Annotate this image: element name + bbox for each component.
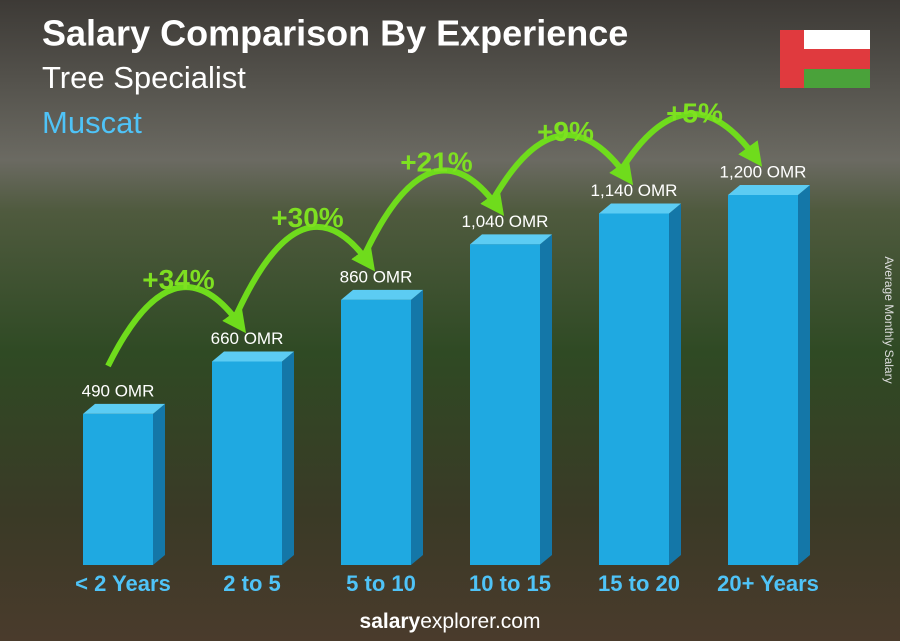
bar-side bbox=[282, 351, 294, 565]
bar-front bbox=[470, 244, 540, 566]
bar-side bbox=[540, 234, 552, 566]
bar-top bbox=[341, 289, 423, 300]
x-tick-label: 5 to 10 bbox=[346, 571, 416, 596]
bar-front bbox=[728, 195, 798, 565]
bar-side bbox=[669, 203, 681, 565]
growth-label: +34% bbox=[142, 264, 214, 295]
growth-arrow bbox=[492, 132, 634, 198]
footer-brand: salary bbox=[360, 610, 421, 633]
bar-top bbox=[83, 403, 165, 414]
subtitle: Tree Specialist bbox=[42, 60, 246, 95]
bar bbox=[599, 203, 681, 565]
value-label: 860 OMR bbox=[340, 267, 413, 286]
bar-side bbox=[411, 289, 423, 565]
bar bbox=[341, 289, 423, 565]
value-label: 1,140 OMR bbox=[591, 181, 678, 200]
footer: salaryexplorer.com bbox=[360, 610, 541, 633]
bar-top bbox=[470, 234, 552, 245]
growth-arrow bbox=[105, 284, 247, 368]
growth-label: +30% bbox=[271, 202, 343, 233]
bar-front bbox=[341, 299, 411, 565]
y-axis-label: Average Monthly Salary bbox=[882, 256, 896, 383]
bar-front bbox=[599, 213, 669, 565]
growth-arrow bbox=[234, 223, 376, 315]
bar-top bbox=[599, 203, 681, 214]
x-tick-label: < 2 Years bbox=[75, 571, 171, 596]
x-tick-label: 10 to 15 bbox=[469, 571, 551, 596]
bar-top bbox=[212, 351, 294, 362]
bar bbox=[83, 403, 165, 565]
location: Muscat bbox=[42, 105, 142, 140]
growth-label: +21% bbox=[400, 147, 472, 178]
chart-title: Salary Comparison By Experience bbox=[42, 13, 628, 54]
flag bbox=[780, 30, 870, 88]
bar-side bbox=[153, 403, 165, 565]
bar-front bbox=[83, 413, 153, 565]
bar bbox=[728, 185, 810, 565]
growth-arrow bbox=[621, 111, 763, 168]
x-tick-label: 20+ Years bbox=[717, 571, 819, 596]
bar-side bbox=[798, 185, 810, 565]
footer-domain: explorer.com bbox=[420, 610, 540, 633]
bar-top bbox=[728, 185, 810, 195]
bar bbox=[470, 234, 552, 566]
bar bbox=[212, 351, 294, 565]
value-label: 660 OMR bbox=[211, 329, 284, 348]
growth-label: +9% bbox=[537, 116, 594, 147]
x-tick-label: 2 to 5 bbox=[223, 571, 280, 596]
x-tick-label: 15 to 20 bbox=[598, 571, 680, 596]
value-label: 1,200 OMR bbox=[720, 162, 807, 181]
growth-label: +5% bbox=[666, 97, 723, 128]
bar-front bbox=[212, 361, 282, 565]
growth-arrow bbox=[363, 167, 505, 254]
value-label: 1,040 OMR bbox=[462, 212, 549, 231]
value-label: 490 OMR bbox=[82, 381, 155, 400]
